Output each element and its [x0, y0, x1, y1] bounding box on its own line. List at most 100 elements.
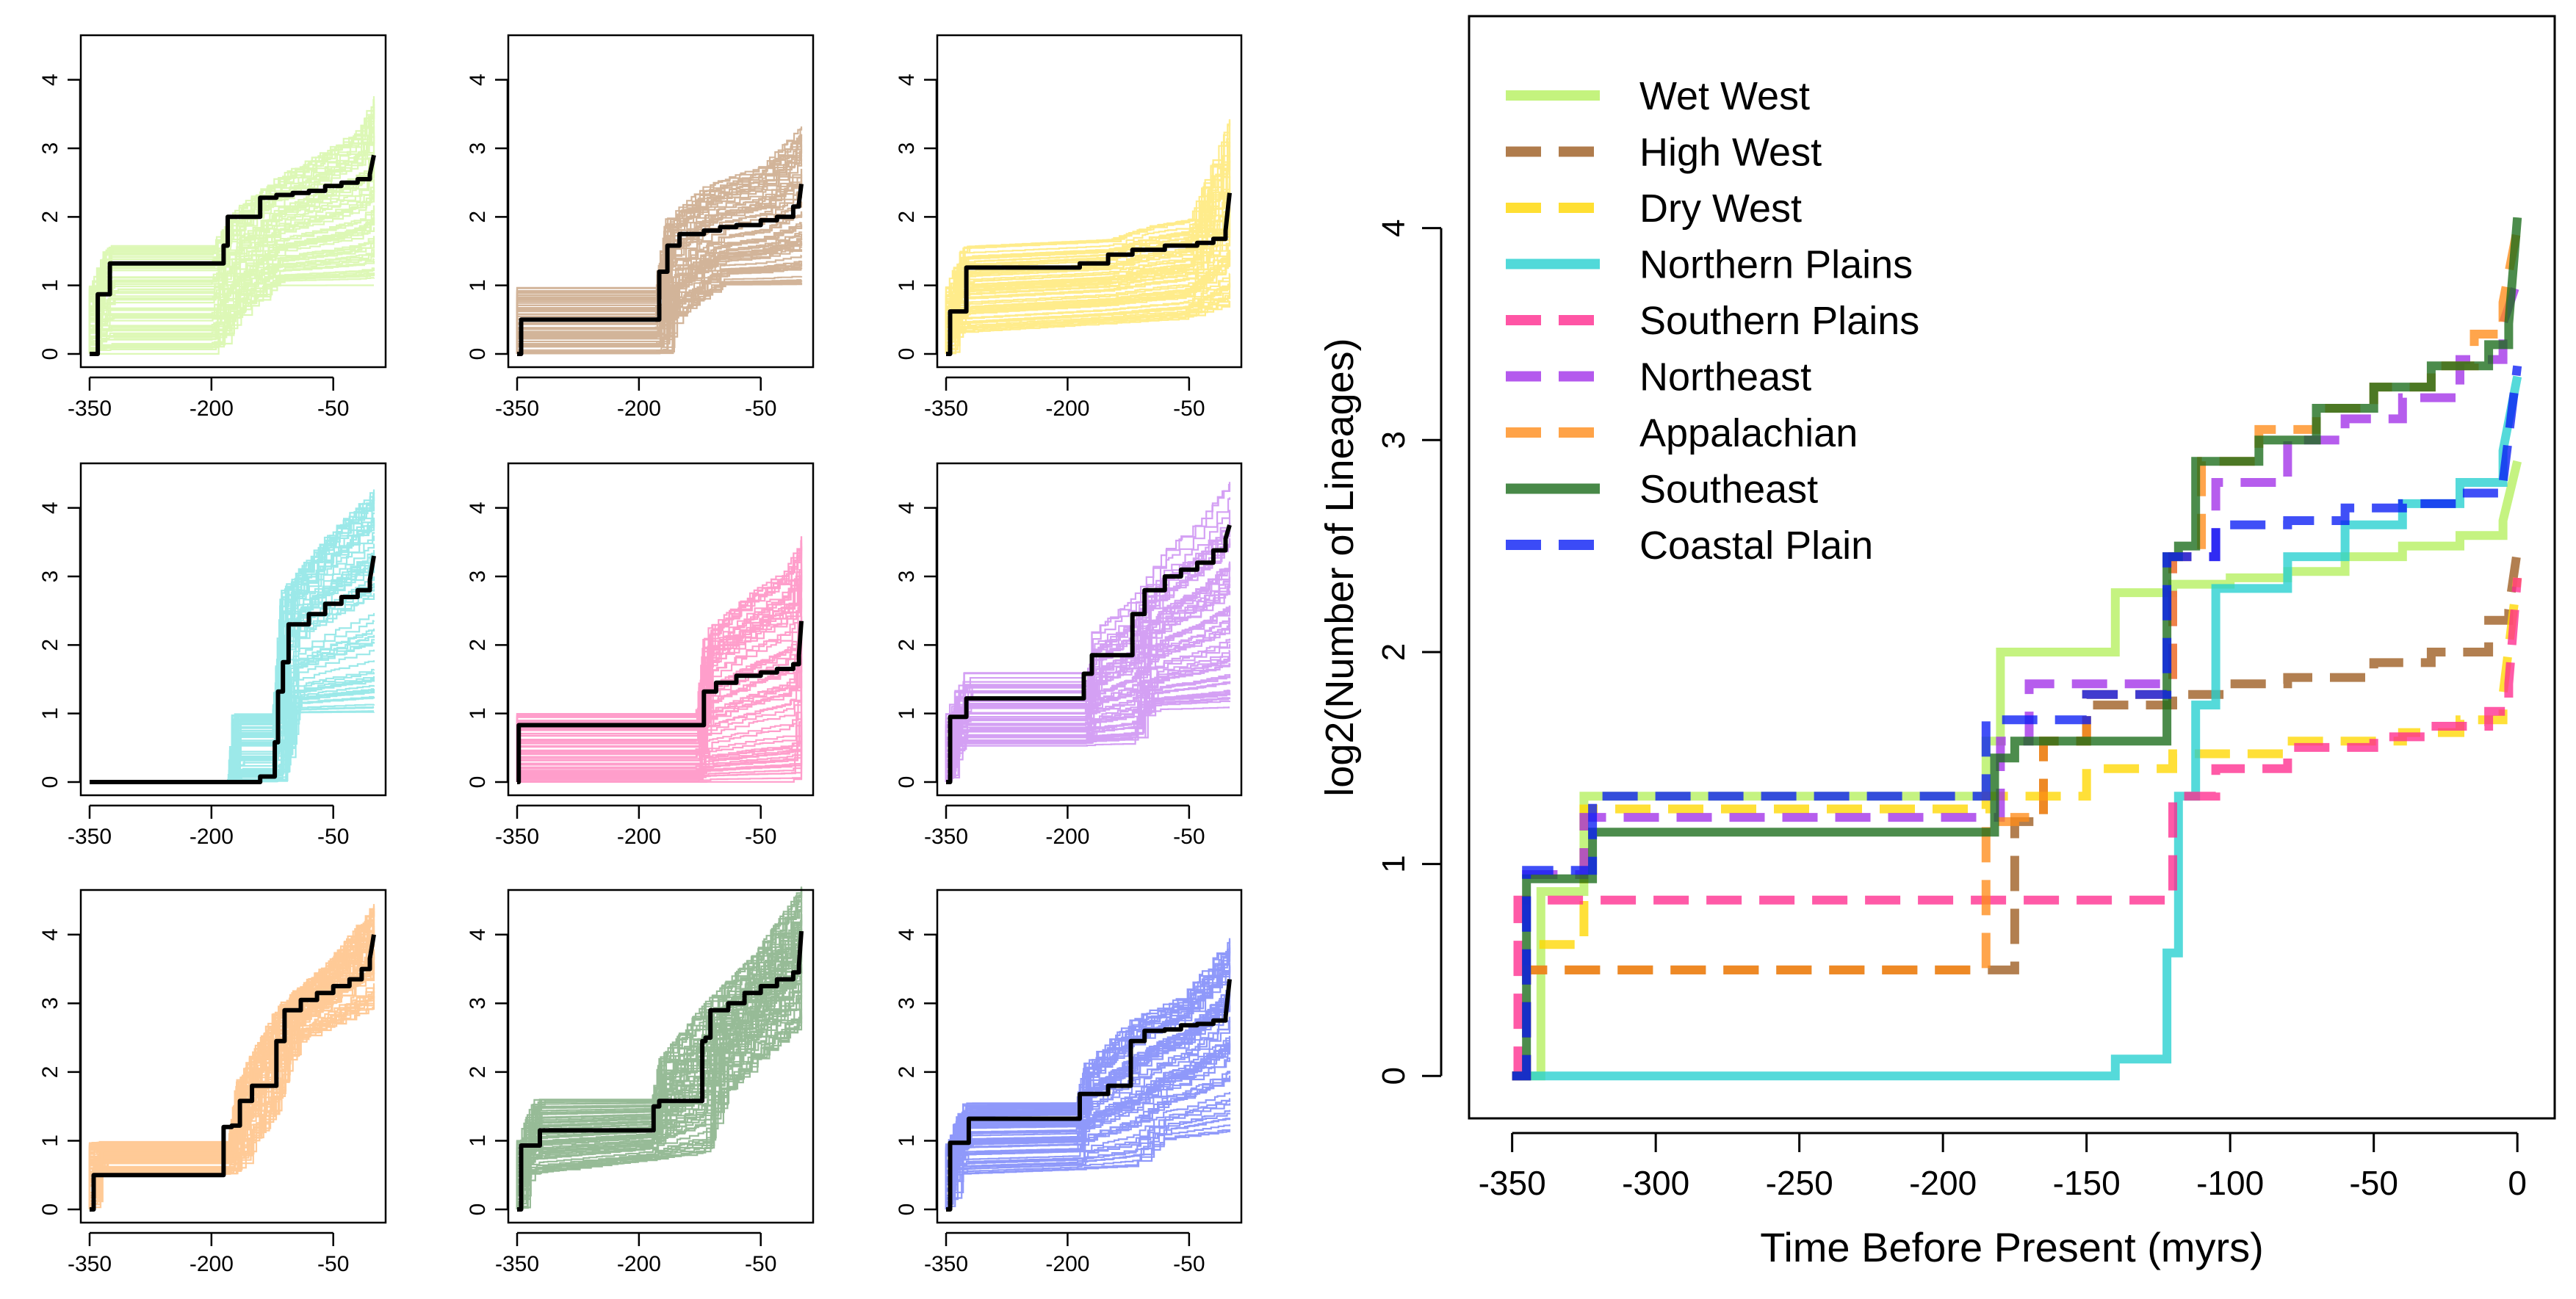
ensemble-curve — [516, 240, 803, 354]
ensemble-curve — [516, 169, 803, 354]
ensemble-curve — [945, 618, 1231, 782]
ensemble-curve — [88, 158, 375, 354]
ensemble-curve — [945, 283, 1231, 354]
ensemble-curve — [516, 546, 803, 782]
legend-label-wet-west: Wet West — [1639, 74, 1810, 118]
ensemble-curve — [945, 1050, 1231, 1209]
ensemble-curve — [516, 137, 803, 354]
ensemble-curve — [88, 261, 375, 354]
ensemble-curve — [945, 543, 1231, 782]
ensemble-curve — [945, 483, 1231, 782]
ensemble-curve — [516, 260, 803, 354]
ensemble-curve — [516, 731, 803, 782]
ensemble-curve — [945, 251, 1231, 354]
x-tick-label: -50 — [745, 397, 776, 421]
ensemble-curve — [945, 142, 1231, 354]
ensemble-curve — [945, 1043, 1231, 1209]
legend-label-coastal-plain: Coastal Plain — [1639, 524, 1873, 568]
ensemble-curve — [88, 952, 375, 1209]
x-tick-label: -150 — [2053, 1164, 2121, 1202]
ensemble-curve — [945, 690, 1231, 782]
ensemble-curve — [516, 134, 803, 354]
ensemble-curve — [945, 119, 1231, 354]
ensemble-curve — [88, 925, 375, 1209]
ensemble-curve — [945, 605, 1231, 782]
ensemble-curve — [88, 911, 375, 1209]
ensemble-curve — [945, 1041, 1231, 1209]
ensemble-curve — [88, 220, 375, 354]
ensemble-curve — [516, 928, 803, 1209]
ensemble-curve — [88, 172, 375, 354]
x-tick-label: -200 — [1045, 825, 1089, 849]
x-tick-label: -200 — [1045, 397, 1089, 421]
ensemble-curve — [88, 156, 375, 354]
ensemble-curve — [945, 627, 1231, 782]
ensemble-curve — [945, 304, 1231, 355]
median-line-high-west — [517, 184, 804, 356]
ensemble-curve — [945, 692, 1231, 782]
ensemble-curve — [516, 717, 803, 782]
x-tick-label: -50 — [1173, 825, 1205, 849]
ensemble-curve — [516, 283, 803, 355]
ensemble-curve — [945, 521, 1231, 782]
ensemble-curve — [945, 1071, 1231, 1209]
ensemble-curve — [88, 205, 375, 354]
ensemble-curve — [945, 1118, 1231, 1209]
ensemble-curve — [516, 980, 803, 1209]
y-tick-label: 0 — [1376, 1067, 1412, 1085]
ensemble-curve — [88, 939, 375, 1209]
ensemble-curve — [945, 998, 1231, 1209]
ensemble-curve — [945, 1049, 1231, 1209]
ensemble-curve — [945, 195, 1231, 354]
ensemble-curve — [945, 951, 1231, 1209]
ensemble-curve — [945, 217, 1231, 354]
ensemble-curve — [945, 275, 1231, 354]
ensemble-curve — [88, 926, 375, 1209]
ensemble-curve — [945, 958, 1231, 1209]
ensemble-curve — [516, 694, 803, 782]
series-line-coastal-plain — [1512, 365, 2522, 1081]
ensemble-curve — [516, 536, 803, 782]
y-tick-label: 0 — [38, 776, 62, 789]
ensemble-curve — [945, 123, 1231, 354]
ensemble-curve — [516, 886, 803, 1209]
ensemble-curve — [945, 482, 1231, 782]
ensemble-southeast — [516, 886, 803, 1209]
ensemble-curve — [945, 1112, 1231, 1209]
ensemble-curve — [88, 209, 375, 354]
ensemble-curve — [516, 181, 803, 354]
ensemble-curve — [945, 119, 1231, 354]
ensemble-curve — [88, 218, 375, 354]
median-line-coastal-plain — [946, 979, 1232, 1212]
ensemble-curve — [88, 242, 375, 354]
ensemble-curve — [516, 971, 803, 1209]
ensemble-curve — [945, 591, 1231, 782]
ensemble-curve — [88, 189, 375, 354]
ensemble-curve — [516, 628, 803, 782]
ensemble-curve — [945, 697, 1231, 782]
ensemble-curve — [945, 676, 1231, 782]
ensemble-curve — [945, 962, 1231, 1209]
ensemble-curve — [945, 258, 1231, 354]
x-tick-label: -350 — [1479, 1164, 1546, 1202]
ensemble-curve — [516, 654, 803, 782]
ensemble-curve — [945, 284, 1231, 354]
ensemble-curve — [88, 971, 375, 1209]
ensemble-curve — [516, 902, 803, 1209]
plot-frame — [1468, 15, 2556, 1120]
ensemble-curve — [516, 748, 803, 783]
ensemble-curve — [945, 641, 1231, 782]
ensemble-curve — [945, 938, 1231, 1209]
series-line-southern-plains — [1512, 577, 2522, 1081]
x-tick-label: -200 — [1909, 1164, 1977, 1202]
ensemble-curve — [945, 1092, 1231, 1209]
ensemble-curve — [945, 229, 1231, 354]
ensemble-curve — [945, 254, 1231, 354]
ensemble-curve — [945, 300, 1231, 354]
ensemble-curve — [516, 732, 803, 782]
ensemble-southern-plains — [516, 536, 803, 783]
ensemble-curve — [945, 518, 1231, 782]
ensemble-curve — [516, 968, 803, 1209]
ensemble-curve — [516, 964, 803, 1209]
series-line-southeast — [1512, 217, 2522, 1081]
